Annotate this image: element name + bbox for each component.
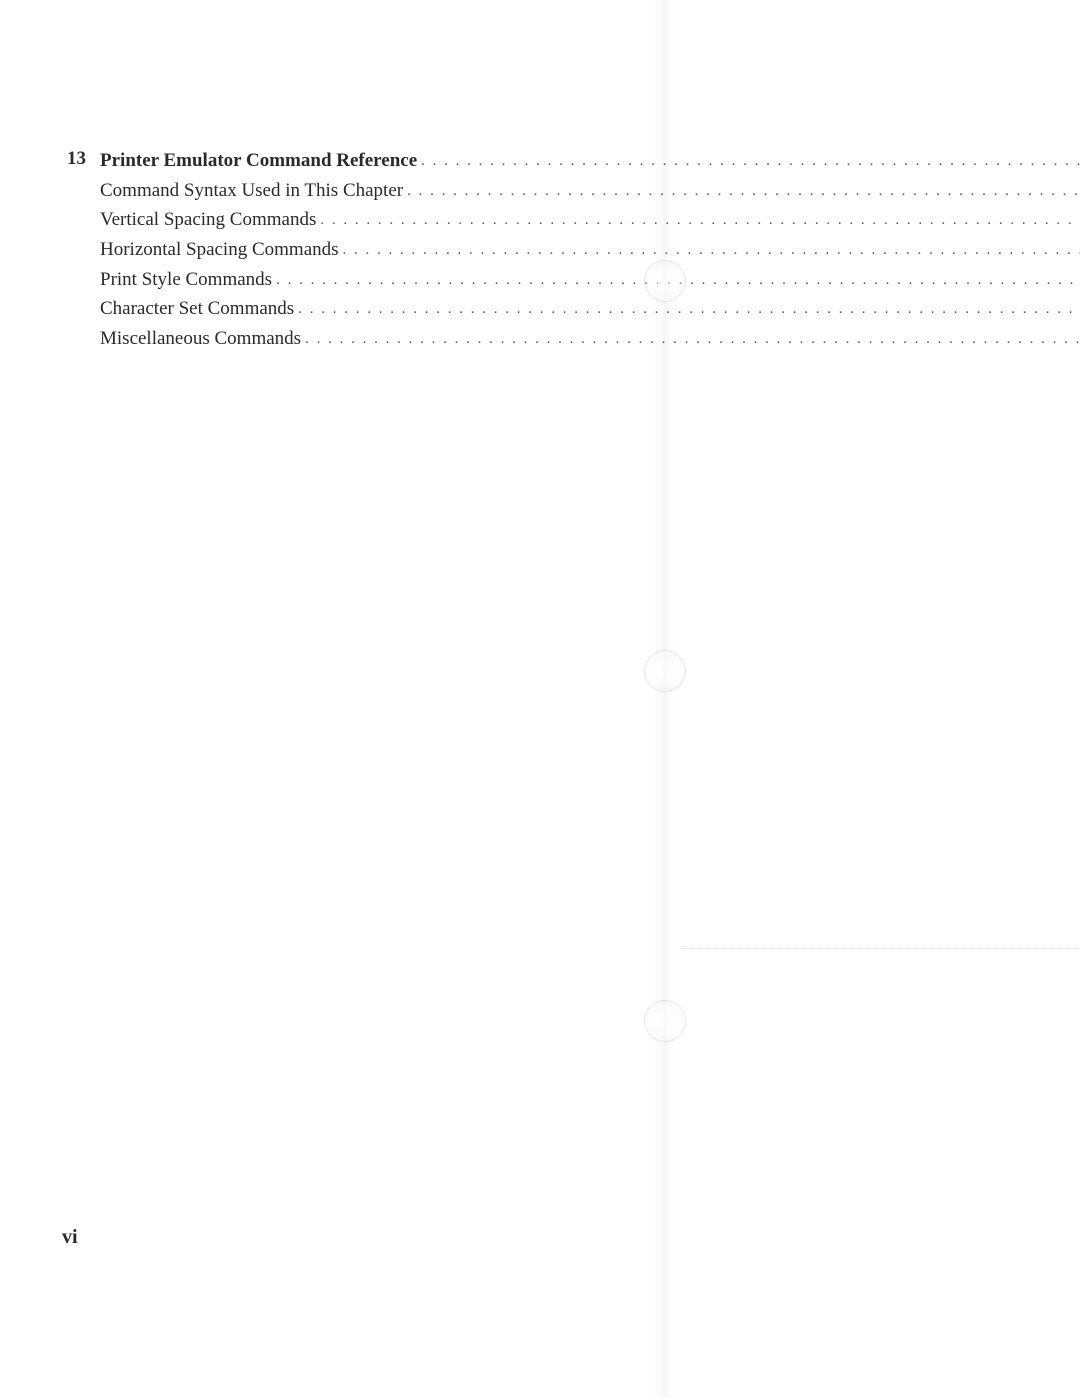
- toc-entry: Print Style Commands. . . . . . . . . . …: [100, 267, 1080, 293]
- toc-leader-dots: . . . . . . . . . . . . . . . . . . . . …: [316, 210, 1080, 230]
- toc-leader-dots: . . . . . . . . . . . . . . . . . . . . …: [301, 329, 1080, 349]
- toc-entry-text: Print Style Commands: [100, 267, 272, 293]
- page-fold-decoration: [680, 948, 1080, 949]
- toc-entry-text: Miscellaneous Commands: [100, 326, 301, 352]
- spiral-binding-decoration: [650, 0, 680, 1397]
- toc-entry-text: Horizontal Spacing Commands: [100, 237, 339, 263]
- toc-entry-text: Character Set Commands: [100, 296, 294, 322]
- toc-entry: Printer Emulator Command Reference. . . …: [100, 148, 1080, 174]
- page-footer-number: vi: [62, 1226, 78, 1249]
- toc-entry: Character Set Commands. . . . . . . . . …: [100, 296, 1080, 322]
- toc-section: 13 Printer Emulator Command Reference. .…: [60, 148, 640, 355]
- toc-leader-dots: . . . . . . . . . . . . . . . . . . . . …: [294, 299, 1080, 319]
- toc-entry: Miscellaneous Commands. . . . . . . . . …: [100, 326, 1080, 352]
- toc-entry: Command Syntax Used in This Chapter. . .…: [100, 178, 1080, 204]
- toc-leader-dots: . . . . . . . . . . . . . . . . . . . . …: [339, 240, 1080, 260]
- toc-leader-dots: . . . . . . . . . . . . . . . . . . . . …: [417, 151, 1080, 171]
- binding-hole-icon: [644, 650, 686, 692]
- toc-entry-text: Command Syntax Used in This Chapter: [100, 178, 403, 204]
- toc-leader-dots: . . . . . . . . . . . . . . . . . . . . …: [403, 181, 1080, 201]
- toc-entry: Horizontal Spacing Commands. . . . . . .…: [100, 237, 1080, 263]
- toc-entry-text: Vertical Spacing Commands: [100, 207, 316, 233]
- toc-entries-list: Printer Emulator Command Reference. . . …: [100, 148, 1080, 355]
- toc-entry: Vertical Spacing Commands. . . . . . . .…: [100, 207, 1080, 233]
- binding-hole-icon: [644, 1000, 686, 1042]
- toc-entry-text: Printer Emulator Command Reference: [100, 148, 417, 174]
- toc-content: 13 Printer Emulator Command Reference. .…: [60, 148, 640, 355]
- chapter-number: 13: [60, 148, 100, 170]
- binding-hole-icon: [644, 260, 686, 302]
